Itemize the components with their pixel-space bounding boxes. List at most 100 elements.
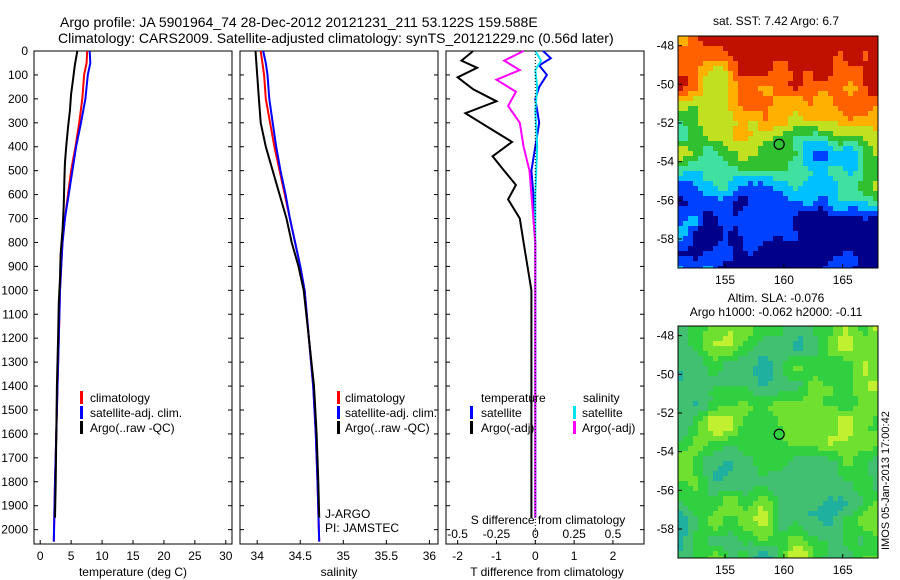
map-cell: [868, 61, 874, 67]
map-cell: [758, 456, 764, 462]
map-cell: [778, 531, 784, 537]
map-cell: [743, 196, 749, 202]
map-cell: [808, 231, 814, 237]
map-cell: [838, 106, 844, 112]
map-cell: [733, 186, 739, 192]
map-cell: [823, 96, 829, 102]
map-cell: [698, 191, 704, 197]
map-cell: [803, 536, 809, 542]
map-cell: [823, 501, 829, 507]
map-y-tick-label: -56: [657, 483, 675, 497]
map-cell: [778, 226, 784, 232]
map-cell: [763, 216, 769, 222]
map-cell: [843, 346, 849, 352]
map-cell: [808, 361, 814, 367]
map-cell: [713, 366, 719, 372]
legend-group-salinity: salinity: [583, 391, 620, 405]
map-cell: [723, 91, 729, 97]
map-cell: [803, 206, 809, 212]
map-cell: [738, 156, 744, 162]
map-cell: [713, 446, 719, 452]
map-cell: [688, 396, 694, 402]
map-cell: [848, 391, 854, 397]
map-cell: [763, 426, 769, 432]
map-cell: [753, 386, 759, 392]
map-cell: [713, 516, 719, 522]
map-cell: [818, 61, 824, 67]
map-cell: [838, 196, 844, 202]
map-cell: [768, 351, 774, 357]
map-cell: [738, 61, 744, 67]
map-cell: [848, 351, 854, 357]
map-cell: [758, 56, 764, 62]
map-cell: [678, 146, 684, 152]
map-cell: [723, 501, 729, 507]
map-cell: [728, 446, 734, 452]
map-cell: [798, 431, 804, 437]
map-cell: [778, 131, 784, 137]
map-cell: [813, 81, 819, 87]
map-cell: [818, 496, 824, 502]
map-cell: [783, 51, 789, 57]
map-cell: [783, 426, 789, 432]
map-cell: [733, 506, 739, 512]
map-cell: [693, 66, 699, 72]
depth-tick-label: 400: [8, 140, 28, 154]
map-cell: [873, 61, 878, 67]
map-cell: [773, 236, 779, 242]
map-cell: [698, 456, 704, 462]
map-cell: [838, 181, 844, 187]
map-cell: [848, 476, 854, 482]
map-cell: [678, 486, 684, 492]
map-cell: [868, 176, 874, 182]
map-cell: [828, 491, 834, 497]
map-cell: [703, 216, 709, 222]
map-cell: [743, 551, 749, 557]
map-cell: [838, 266, 844, 268]
map-cell: [813, 361, 819, 367]
map-cell: [758, 236, 764, 242]
map-cell: [813, 546, 819, 552]
map-cell: [723, 366, 729, 372]
map-cell: [728, 361, 734, 367]
map-cell: [743, 441, 749, 447]
map-cell: [848, 196, 854, 202]
map-cell: [718, 166, 724, 172]
map-cell: [853, 496, 859, 502]
map-cell: [748, 491, 754, 497]
salinity-axis-label: salinity: [321, 565, 358, 579]
map-cell: [748, 481, 754, 487]
map-cell: [753, 416, 759, 422]
map-cell: [848, 201, 854, 207]
map-cell: [818, 146, 824, 152]
map-cell: [713, 486, 719, 492]
map-cell: [723, 186, 729, 192]
map-cell: [813, 101, 819, 107]
map-cell: [838, 471, 844, 477]
map-cell: [743, 241, 749, 247]
map-cell: [818, 411, 824, 417]
map-cell: [738, 386, 744, 392]
map-cell: [718, 451, 724, 457]
map-cell: [863, 151, 869, 157]
map-cell: [723, 266, 729, 268]
map-cell: [823, 536, 829, 542]
x-tick-label: 20: [157, 549, 171, 563]
map-cell: [833, 346, 839, 352]
map-cell: [763, 411, 769, 417]
map-cell: [793, 251, 799, 257]
map-cell: [753, 401, 759, 407]
map-cell: [773, 386, 779, 392]
map-cell: [713, 111, 719, 117]
map-cell: [833, 251, 839, 257]
map-cell: [838, 51, 844, 57]
map-cell: [693, 206, 699, 212]
map-cell: [678, 126, 684, 132]
map-cell: [768, 361, 774, 367]
x-tick-label: 5: [68, 549, 75, 563]
map-cell: [718, 491, 724, 497]
map-y-tick-label: -54: [657, 155, 675, 169]
map-cell: [748, 326, 754, 332]
map-cell: [868, 46, 874, 52]
map-cell: [713, 536, 719, 542]
